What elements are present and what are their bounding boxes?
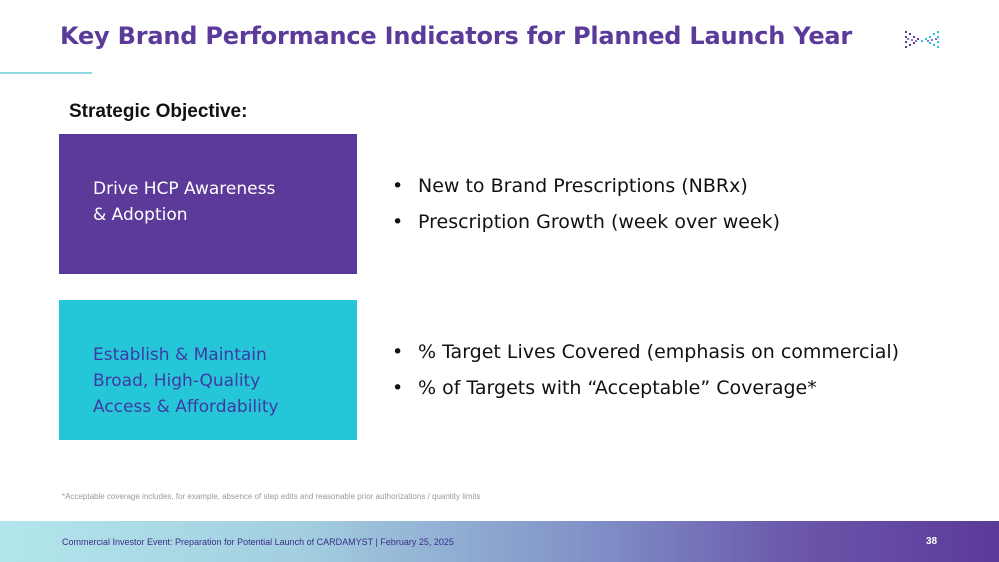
objective-box-line: Establish & Maintain	[93, 345, 267, 365]
objective-box-line: & Adoption	[93, 205, 188, 225]
title-underline	[0, 72, 92, 74]
slide-title: Key Brand Performance Indicators for Pla…	[60, 22, 853, 50]
objective-box-line: Access & Affordability	[93, 397, 279, 417]
kpi-item: • % Target Lives Covered (emphasis on co…	[392, 341, 899, 377]
footer-text: Commercial Investor Event: Preparation f…	[62, 537, 454, 547]
kpi-list-access: • % Target Lives Covered (emphasis on co…	[392, 341, 899, 413]
objective-box-line: Broad, High-Quality	[93, 371, 261, 391]
bullet-icon: •	[392, 377, 404, 399]
strategic-objective-heading: Strategic Objective:	[69, 101, 248, 122]
bullet-icon: •	[392, 211, 404, 233]
kpi-text: % Target Lives Covered (emphasis on comm…	[418, 341, 900, 363]
objective-box-access: Establish & Maintain Broad, High-Quality…	[59, 300, 357, 440]
kpi-item: • Prescription Growth (week over week)	[392, 211, 780, 247]
footer-bar: Commercial Investor Event: Preparation f…	[0, 521, 999, 562]
footnote: *Acceptable coverage includes, for examp…	[62, 492, 481, 501]
kpi-text: Prescription Growth (week over week)	[418, 211, 781, 233]
kpi-text: New to Brand Prescriptions (NBRx)	[418, 175, 748, 197]
page-number: 38	[926, 536, 938, 547]
objective-box-awareness: Drive HCP Awareness & Adoption	[59, 134, 357, 274]
objective-box-line: Drive HCP Awareness	[93, 179, 276, 199]
kpi-text: % of Targets with “Acceptable” Coverage*	[418, 377, 817, 399]
company-logo-icon	[905, 31, 939, 48]
bullet-icon: •	[392, 175, 404, 197]
kpi-list-awareness: • New to Brand Prescriptions (NBRx) • Pr…	[392, 175, 780, 247]
kpi-item: • New to Brand Prescriptions (NBRx)	[392, 175, 780, 211]
kpi-item: • % of Targets with “Acceptable” Coverag…	[392, 377, 899, 413]
bullet-icon: •	[392, 341, 404, 363]
